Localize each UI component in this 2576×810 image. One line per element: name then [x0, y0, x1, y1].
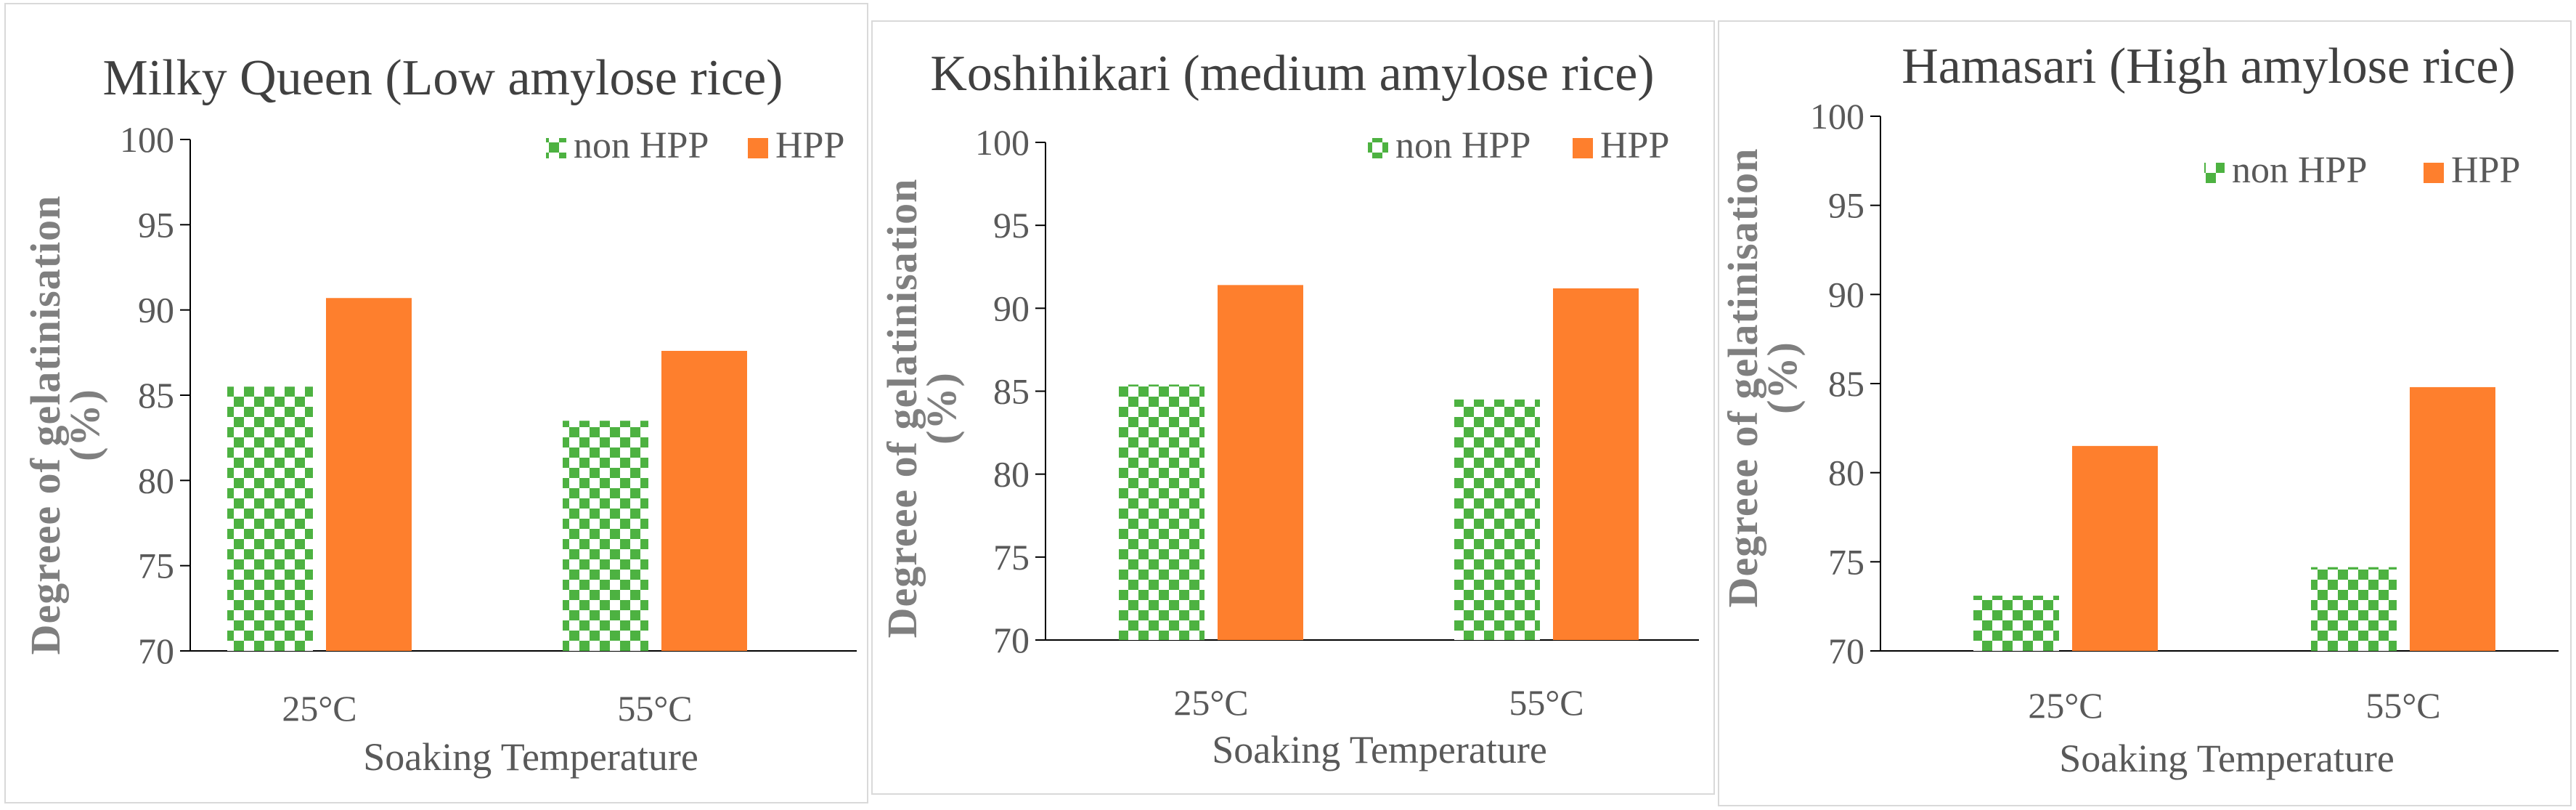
- x-category-label: 25°C: [1173, 682, 1248, 723]
- legend-label-non-hpp: non HPP: [2232, 150, 2367, 191]
- x-axis-title: Soaking Temperature: [2059, 737, 2394, 780]
- y-tick-label: 75: [138, 546, 174, 586]
- x-axis-title: Soaking Temperature: [1212, 728, 1547, 771]
- x-category-label: 25°C: [2028, 685, 2103, 726]
- y-tick-label: 75: [1828, 541, 1864, 582]
- y-tick-label: 100: [120, 119, 174, 160]
- chart-title: Milky Queen (Low amylose rice): [103, 50, 783, 106]
- legend-label-hpp: HPP: [1600, 125, 1669, 166]
- legend-swatch-hpp: [748, 138, 768, 158]
- y-tick-label: 70: [1828, 631, 1864, 671]
- chart-3: Hamasari (High amylose rice) Degreee of g…: [1719, 39, 2559, 780]
- y-axis-title: Degreee of gelatinisation: [22, 195, 69, 655]
- bar-non-hpp-2: [2311, 567, 2397, 651]
- legend-swatch-non-hpp: [546, 138, 566, 158]
- bar-hpp-1: [2072, 445, 2158, 651]
- y-tick-label: 85: [138, 375, 174, 416]
- y-tick-label: 95: [993, 205, 1030, 246]
- x-axis-title: Soaking Temperature: [363, 735, 698, 779]
- bar-hpp-2: [661, 350, 747, 651]
- x-category-label: 25°C: [282, 688, 356, 729]
- y-axis-title-unit: (%): [61, 389, 108, 461]
- x-category-label: 55°C: [2365, 685, 2440, 726]
- y-tick-label: 70: [993, 620, 1030, 660]
- bar-non-hpp-1: [1119, 384, 1205, 640]
- y-axis-title: Degreee of gelatinisation: [1719, 148, 1766, 608]
- legend-label-non-hpp: non HPP: [574, 125, 709, 166]
- y-tick-label: 80: [1828, 453, 1864, 493]
- x-category-label: 55°C: [617, 688, 692, 729]
- bar-non-hpp-2: [1454, 399, 1540, 640]
- chart-title: Hamasari (High amylose rice): [1902, 39, 2516, 94]
- bar-non-hpp-2: [563, 421, 648, 651]
- y-tick-label: 95: [1828, 185, 1864, 226]
- legend-swatch-non-hpp: [1368, 138, 1388, 158]
- y-tick-label: 85: [993, 371, 1030, 412]
- y-tick-label: 90: [138, 290, 174, 331]
- y-tick-label: 70: [138, 631, 174, 671]
- bar-hpp-1: [1218, 285, 1303, 640]
- y-tick-label: 75: [993, 537, 1030, 578]
- y-axis-title: Degreee of gelatinisation: [879, 179, 926, 639]
- y-tick-label: 80: [993, 454, 1030, 495]
- bar-non-hpp-1: [1973, 595, 2059, 651]
- chart-1: Milky Queen (Low amylose rice) Degreee of…: [22, 50, 857, 779]
- y-tick-label: 90: [1828, 274, 1864, 315]
- bar-hpp-2: [2410, 386, 2495, 651]
- bar-non-hpp-1: [227, 386, 313, 651]
- y-tick-label: 90: [993, 288, 1030, 328]
- legend-swatch-hpp: [2424, 163, 2444, 183]
- chart-2: Koshihikari (medium amylose rice) Degreee…: [879, 46, 1699, 771]
- y-tick-label: 80: [138, 460, 174, 501]
- y-axis-title-unit: (%): [918, 372, 965, 445]
- y-axis-title-unit: (%): [1758, 341, 1806, 414]
- bar-hpp-2: [1553, 288, 1639, 640]
- bar-hpp-1: [326, 298, 412, 651]
- chart-title: Koshihikari (medium amylose rice): [930, 46, 1654, 102]
- legend-label-non-hpp: non HPP: [1395, 125, 1530, 166]
- y-tick-label: 100: [975, 122, 1030, 163]
- legend-swatch-hpp: [1573, 138, 1593, 158]
- y-tick-label: 85: [1828, 363, 1864, 404]
- x-category-label: 55°C: [1509, 682, 1583, 723]
- legend-label-hpp: HPP: [2451, 150, 2520, 191]
- legend-label-hpp: HPP: [775, 125, 844, 166]
- legend-swatch-non-hpp: [2204, 163, 2225, 183]
- y-tick-label: 95: [138, 204, 174, 245]
- y-tick-label: 100: [1810, 96, 1864, 137]
